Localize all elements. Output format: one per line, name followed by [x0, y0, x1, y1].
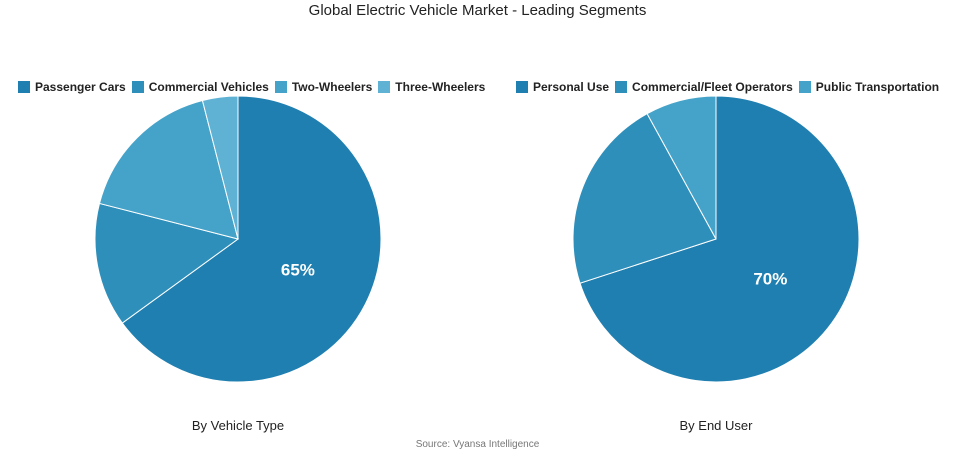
legend-swatch — [131, 81, 144, 93]
pie-slice-personal-use — [579, 95, 860, 383]
legend-item-commercial-vehicles: Commercial Vehicles — [131, 80, 269, 94]
data-label-passenger-cars: 65% — [281, 261, 315, 280]
legend-label: Three-Wheelers — [395, 80, 486, 94]
legend-label: Public Transportation — [815, 80, 940, 94]
pie-slice-three-wheelers — [201, 95, 239, 240]
legend-label: Passenger Cars — [35, 80, 126, 94]
pie-chart-end-user: 70% — [572, 95, 860, 383]
pie-slice-two-wheelers — [98, 99, 239, 240]
legend-item-public-transportation: Public Transportation — [798, 80, 940, 94]
pie-slice-passenger-cars — [121, 95, 382, 383]
chart-title: Global Electric Vehicle Market - Leading… — [308, 2, 647, 19]
legend-label: Commercial/Fleet Operators — [632, 80, 793, 94]
legend-label: Two-Wheelers — [291, 80, 373, 94]
caption-vehicle-type: By Vehicle Type — [191, 418, 285, 433]
legend-swatch — [378, 81, 391, 93]
pie-slice-commercial-vehicles — [94, 202, 240, 324]
legend-swatch — [798, 81, 811, 93]
legend-swatch — [18, 81, 30, 93]
source-note: Source: Vyansa Intelligence — [415, 439, 540, 450]
legend-end-user: Personal Use Commercial/Fleet Operators Pu… — [516, 80, 945, 94]
legend-label: Personal Use — [533, 80, 610, 94]
legend-item-personal-use: Personal Use — [516, 80, 609, 94]
legend-item-three-wheelers: Three-Wheelers — [378, 80, 485, 94]
pie-chart-vehicle-type: 65% — [94, 95, 382, 383]
legend-item-commercial-fleet-operators: Commercial/Fleet Operators — [615, 80, 793, 94]
legend-swatch — [516, 81, 528, 93]
caption-end-user: By End User — [679, 418, 753, 433]
legend-item-two-wheelers: Two-Wheelers — [274, 80, 373, 94]
legend-label: Commercial Vehicles — [148, 80, 269, 94]
pie-slice-commercial-fleet-operators — [572, 113, 717, 284]
legend-item-passenger-cars: Passenger Cars — [18, 80, 126, 94]
legend-swatch — [615, 81, 628, 93]
pie-slice-public-transportation — [646, 95, 717, 240]
legend-vehicle-type: Passenger Cars Commercial Vehicles Two-Whe… — [18, 80, 491, 94]
legend-swatch — [274, 81, 287, 93]
data-label-personal-use: 70% — [753, 270, 787, 289]
